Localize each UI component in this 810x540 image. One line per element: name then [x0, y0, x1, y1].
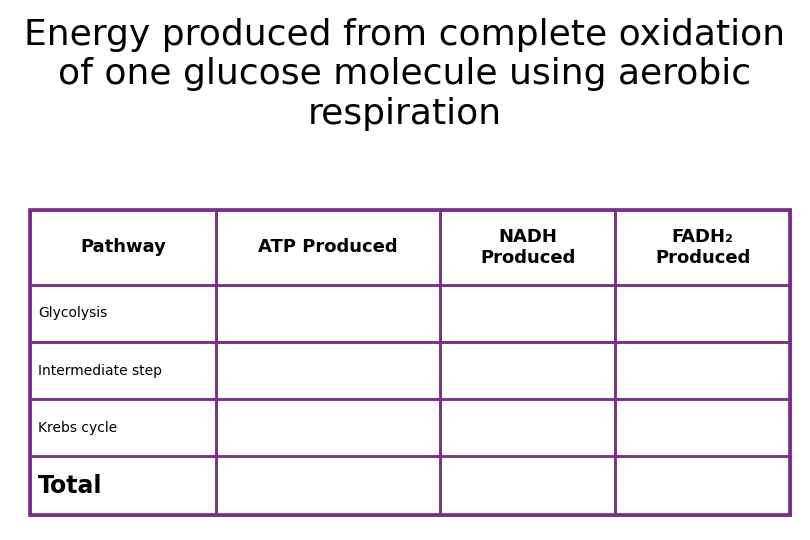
Bar: [441, 399, 616, 456]
Bar: [616, 456, 790, 515]
Bar: [216, 210, 441, 285]
Bar: [616, 399, 790, 456]
Text: Intermediate step: Intermediate step: [38, 363, 162, 377]
Bar: [216, 285, 441, 342]
Bar: [216, 456, 441, 515]
Bar: [30, 456, 216, 515]
Text: FADH₂
Produced: FADH₂ Produced: [655, 228, 750, 267]
Bar: [616, 285, 790, 342]
Bar: [441, 456, 616, 515]
Bar: [441, 342, 616, 399]
Bar: [30, 342, 216, 399]
Text: Energy produced from complete oxidation
of one glucose molecule using aerobic
re: Energy produced from complete oxidation …: [24, 18, 786, 131]
Bar: [216, 399, 441, 456]
Bar: [616, 210, 790, 285]
Bar: [30, 285, 216, 342]
Text: Krebs cycle: Krebs cycle: [38, 421, 117, 435]
Text: Total: Total: [38, 474, 103, 498]
Bar: [616, 342, 790, 399]
Text: Glycolysis: Glycolysis: [38, 306, 107, 320]
Bar: [441, 285, 616, 342]
Text: ATP Produced: ATP Produced: [258, 238, 398, 256]
Bar: [441, 210, 616, 285]
Bar: [30, 399, 216, 456]
Bar: [30, 210, 790, 515]
Text: NADH
Produced: NADH Produced: [480, 228, 575, 267]
Bar: [216, 342, 441, 399]
Bar: [30, 210, 216, 285]
Text: Pathway: Pathway: [80, 238, 166, 256]
